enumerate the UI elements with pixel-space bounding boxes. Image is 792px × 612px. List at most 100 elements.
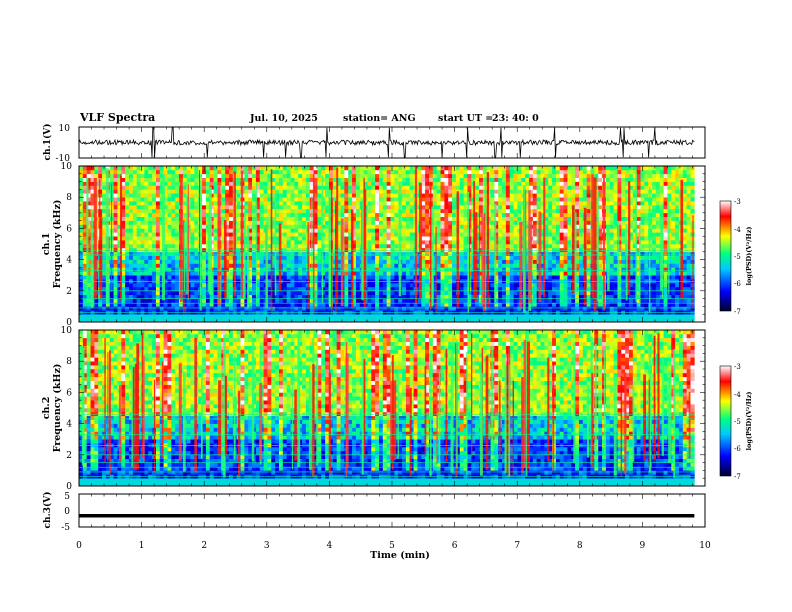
spectrogram-cell — [371, 298, 376, 303]
spectrogram-cell — [525, 201, 530, 206]
spectrogram-cell — [425, 271, 430, 276]
spectrogram-cell — [302, 236, 307, 241]
spectrogram-cell — [321, 298, 326, 303]
spectrogram-cell — [128, 205, 134, 210]
spectrogram-cell — [190, 294, 195, 299]
spectrogram-cell — [252, 302, 257, 307]
spectrogram-cell — [302, 189, 307, 194]
spectrogram-cell — [402, 267, 407, 272]
spectrogram-cell — [498, 318, 503, 322]
spectrogram-cell — [394, 220, 399, 225]
spectrogram-cell — [540, 189, 545, 194]
spectrogram-cell — [244, 267, 249, 272]
spectrogram-cell — [140, 216, 145, 221]
spectrogram-cell — [240, 298, 245, 303]
spectrogram-cell — [155, 216, 161, 221]
spectrogram-cell — [340, 189, 345, 194]
spectrogram-cell — [136, 236, 141, 241]
spectrogram-cell — [378, 232, 384, 237]
spectrogram-cell — [348, 189, 353, 194]
spectrogram-cell — [544, 271, 549, 276]
spectrogram-cell — [432, 271, 437, 276]
spectrogram-cell — [386, 240, 391, 245]
spectrogram-cell — [186, 314, 191, 319]
spectrogram-cell — [390, 271, 395, 276]
spectrogram-cell — [513, 197, 518, 202]
spectrogram-cell — [225, 240, 230, 245]
spectrogram-cell — [194, 302, 199, 307]
spectrogram-cell — [336, 306, 341, 311]
spectrogram-cell — [348, 197, 353, 202]
spectrogram-cell — [440, 193, 445, 198]
spectrogram-cell — [421, 263, 426, 268]
spectrogram-cell — [236, 318, 241, 322]
spectrogram-cell — [144, 318, 149, 322]
spectrogram-cell — [552, 267, 557, 272]
spectrogram-cell — [144, 271, 149, 276]
spectrogram-cell — [532, 169, 537, 175]
spectrogram-cell — [198, 173, 203, 178]
spectrogram-cell — [532, 244, 537, 249]
spectrogram-cell — [440, 286, 445, 292]
spectrogram-cell — [82, 290, 87, 295]
spectrogram-cell — [332, 267, 337, 272]
spectrogram-cell — [228, 232, 234, 237]
spectrogram-cell — [267, 212, 272, 217]
spectrogram-cell — [128, 177, 134, 182]
spectrogram-cell — [244, 255, 249, 260]
spectrogram-cell — [405, 298, 411, 303]
spectrogram-cell — [136, 255, 141, 260]
spectrogram-cell — [302, 216, 307, 221]
spectrogram-cell — [271, 193, 276, 198]
spectrogram-cell — [278, 290, 284, 295]
spectrogram-cell — [132, 177, 137, 182]
spectrogram-cell — [348, 216, 353, 221]
spectrogram-cell — [309, 177, 314, 182]
spectrogram-cell — [344, 197, 349, 202]
spectrogram-cell — [544, 294, 549, 299]
spectrogram-cell — [544, 267, 549, 272]
spectrogram-cell — [136, 166, 141, 171]
spectrogram-cell — [325, 220, 330, 225]
spectrogram-cell — [267, 232, 272, 237]
spectrogram-cell — [475, 208, 480, 214]
spectrogram-cell — [275, 318, 280, 322]
spectrogram-cell — [167, 205, 172, 210]
spectrogram-cell — [405, 263, 411, 268]
spectrogram-cell — [194, 177, 199, 182]
spectrogram-cell — [421, 177, 426, 182]
spectrogram-cell — [282, 177, 287, 182]
spectrogram-cell — [82, 236, 87, 241]
spectrogram-cell — [436, 236, 441, 241]
spectrogram-cell — [425, 275, 430, 280]
spectrogram-cell — [117, 244, 122, 249]
spectrogram-cell — [244, 302, 249, 307]
spectrogram-cell — [121, 294, 126, 299]
spectrogram-cell — [221, 318, 226, 322]
spectrogram-cell — [163, 197, 168, 202]
spectrogram-cell — [405, 205, 411, 210]
spectrogram-cell — [205, 189, 211, 194]
spectrogram-cell — [90, 173, 95, 178]
spectrogram-cell — [102, 255, 107, 260]
spectrogram-cell — [225, 212, 230, 217]
spectrogram-cell — [205, 205, 211, 210]
spectrogram-cell — [344, 251, 349, 256]
spectrogram-cell — [402, 201, 407, 206]
spectrogram-cell — [459, 306, 464, 311]
spectrogram-cell — [494, 294, 499, 299]
spectrogram-cell — [228, 224, 234, 229]
spectrogram-cell — [236, 166, 241, 171]
spectrogram-cell — [228, 306, 234, 311]
spectrogram-cell — [317, 166, 322, 171]
spectrogram-cell — [409, 185, 414, 190]
spectrogram-cell — [444, 259, 449, 264]
spectrogram-cell — [105, 314, 111, 319]
spectrogram-cell — [159, 259, 164, 264]
spectrogram-cell — [378, 185, 384, 190]
spectrogram-cell — [252, 255, 257, 260]
spectrogram-cell — [159, 232, 164, 237]
spectrogram-cell — [378, 314, 384, 319]
spectrogram-cell — [144, 212, 149, 217]
spectrogram-cell — [517, 205, 522, 210]
